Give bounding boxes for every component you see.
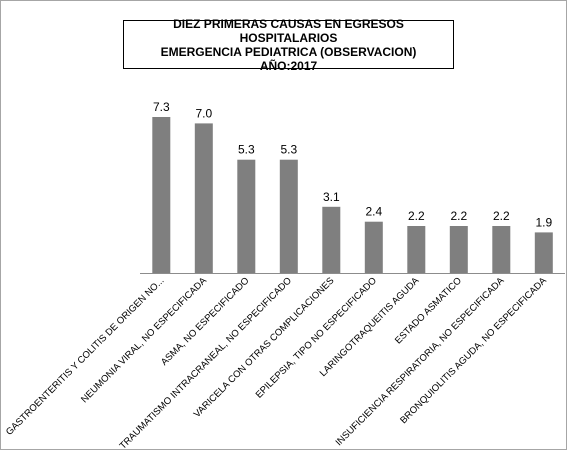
bar-3 (237, 159, 256, 273)
bar-4 (279, 159, 298, 273)
chart-title-line-3: AÑO:2017 (259, 58, 318, 73)
value-labels: 7.3 7.0 5.3 5.3 3.1 2.4 2.2 2.2 2.2 1.9 (153, 100, 553, 229)
value-label-10: 1.9 (535, 215, 552, 229)
bar-9 (492, 226, 511, 273)
bar-2 (194, 123, 213, 274)
chart-title-line-2: EMERGENCIA PEDIATRICA (OBSERVACION) (160, 44, 417, 59)
bar-1 (152, 117, 171, 273)
value-label-2: 7.0 (195, 106, 212, 120)
value-label-8: 2.2 (450, 209, 467, 223)
category-label-10: BRONQUIOLITIS AGUDA, NO ESPECIFICADA (398, 275, 549, 426)
bar-6 (364, 221, 383, 273)
chart-title-box: DIEZ PRIMERAS CAUSAS EN EGRESOS HOSPITAL… (123, 16, 454, 73)
value-label-3: 5.3 (238, 143, 255, 157)
category-label-1: GASTROENTERITIS Y COLITIS DE ORIGEN NO..… (4, 275, 166, 437)
bar-5 (322, 206, 341, 273)
value-label-7: 2.2 (408, 209, 425, 223)
chart-title-line-1: DIEZ PRIMERAS CAUSAS EN EGRESOS HOSPITAL… (173, 16, 404, 45)
value-label-5: 3.1 (323, 190, 340, 204)
category-label-3: ASMA, NO ESPECIFICADO (159, 275, 252, 368)
bar-8 (449, 226, 468, 273)
category-labels: GASTROENTERITIS Y COLITIS DE ORIGEN NO..… (4, 275, 549, 450)
bar-series (152, 117, 553, 274)
value-label-6: 2.4 (365, 205, 382, 219)
value-label-9: 2.2 (493, 209, 510, 223)
bar-7 (407, 226, 426, 273)
bar-10 (534, 232, 553, 273)
value-label-4: 5.3 (280, 143, 297, 157)
value-label-1: 7.3 (153, 100, 170, 114)
